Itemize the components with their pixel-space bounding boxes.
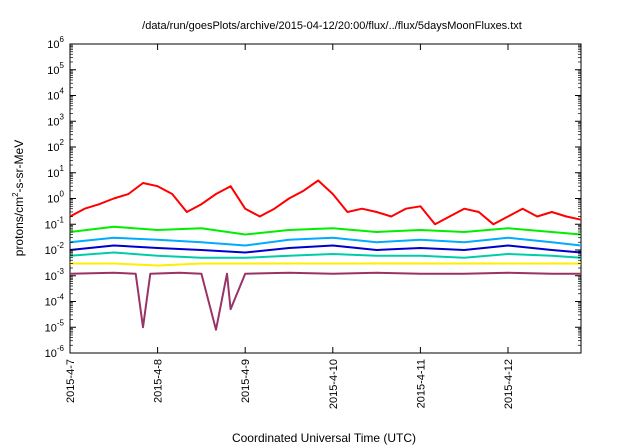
x-tick-label: 2015-4-11 [415, 359, 427, 408]
y-tick-exponent: 4 [60, 87, 65, 96]
y-tick-exponent: 1 [60, 164, 65, 173]
y-tick-base: 10 [47, 142, 59, 154]
y-tick-base: 10 [45, 297, 57, 309]
y-axis-label-sup: 2 [11, 192, 20, 197]
y-tick-base: 10 [47, 91, 59, 103]
y-tick-label: 10-1 [45, 215, 65, 231]
y-axis-label: protons/cm2-s-sr-MeV [11, 140, 26, 256]
y-tick-exponent: -6 [57, 344, 65, 353]
y-axis-label-rest: -s-sr-MeV [12, 140, 26, 193]
x-tick-label: 2015-4-9 [240, 359, 252, 403]
series-group [69, 179, 582, 331]
y-tick-label: 103 [47, 112, 64, 128]
y-axis: 10-610-510-410-310-210-11001011021031041… [45, 35, 581, 360]
y-axis-label-base: protons/cm [12, 197, 26, 256]
y-tick-exponent: 5 [60, 61, 65, 70]
x-tick-label: 2015-4-10 [328, 359, 340, 409]
y-tick-label: 102 [47, 138, 64, 154]
x-axis: 2015-4-7 2015-4-8 2015-4-9 2015-4-10 2015-4-… [65, 44, 515, 409]
y-tick-exponent: 2 [60, 138, 65, 147]
y-tick-label: 10-5 [45, 318, 65, 334]
y-tick-base: 10 [45, 245, 57, 257]
series-line-1 [69, 179, 582, 226]
y-tick-base: 10 [47, 116, 59, 128]
y-tick-exponent: 0 [60, 190, 65, 199]
x-tick-label: 2015-4-8 [153, 359, 165, 403]
y-tick-label: 105 [47, 61, 64, 77]
y-tick-label: 104 [47, 87, 64, 103]
y-tick-exponent: -1 [57, 215, 65, 224]
y-tick-exponent: -3 [57, 267, 65, 276]
y-tick-base: 10 [47, 168, 59, 180]
y-tick-label: 10-6 [45, 344, 65, 360]
y-tick-label: 106 [47, 35, 64, 51]
y-tick-base: 10 [47, 39, 59, 51]
y-tick-label: 10-2 [45, 241, 65, 257]
y-tick-base: 10 [45, 219, 57, 231]
y-tick-exponent: 3 [60, 112, 65, 121]
series-line-5 [69, 251, 582, 259]
x-tick-label: 2015-4-7 [65, 359, 77, 403]
y-tick-base: 10 [47, 194, 59, 206]
y-tick-label: 10-3 [45, 267, 65, 283]
y-tick-exponent: -4 [57, 293, 65, 302]
series-line-7 [69, 271, 581, 331]
series-line-4 [69, 244, 582, 254]
series-line-2 [69, 225, 582, 236]
y-tick-exponent: -5 [57, 318, 65, 327]
y-tick-base: 10 [45, 322, 57, 334]
y-tick-exponent: -2 [57, 241, 65, 250]
y-tick-exponent: 6 [60, 35, 65, 44]
series-line-3 [69, 236, 582, 247]
y-tick-base: 10 [45, 348, 57, 360]
y-tick-label: 10-4 [45, 293, 65, 309]
x-tick-label: 2015-4-12 [503, 359, 515, 409]
x-axis-label: Coordinated Universal Time (UTC) [232, 431, 416, 445]
y-tick-label: 101 [47, 164, 64, 180]
y-tick-label: 100 [47, 190, 64, 206]
series-line-6 [70, 262, 581, 267]
chart-title: /data/run/goesPlots/archive/2015-04-12/2… [142, 20, 522, 32]
y-tick-base: 10 [47, 65, 59, 77]
y-tick-base: 10 [45, 271, 57, 283]
